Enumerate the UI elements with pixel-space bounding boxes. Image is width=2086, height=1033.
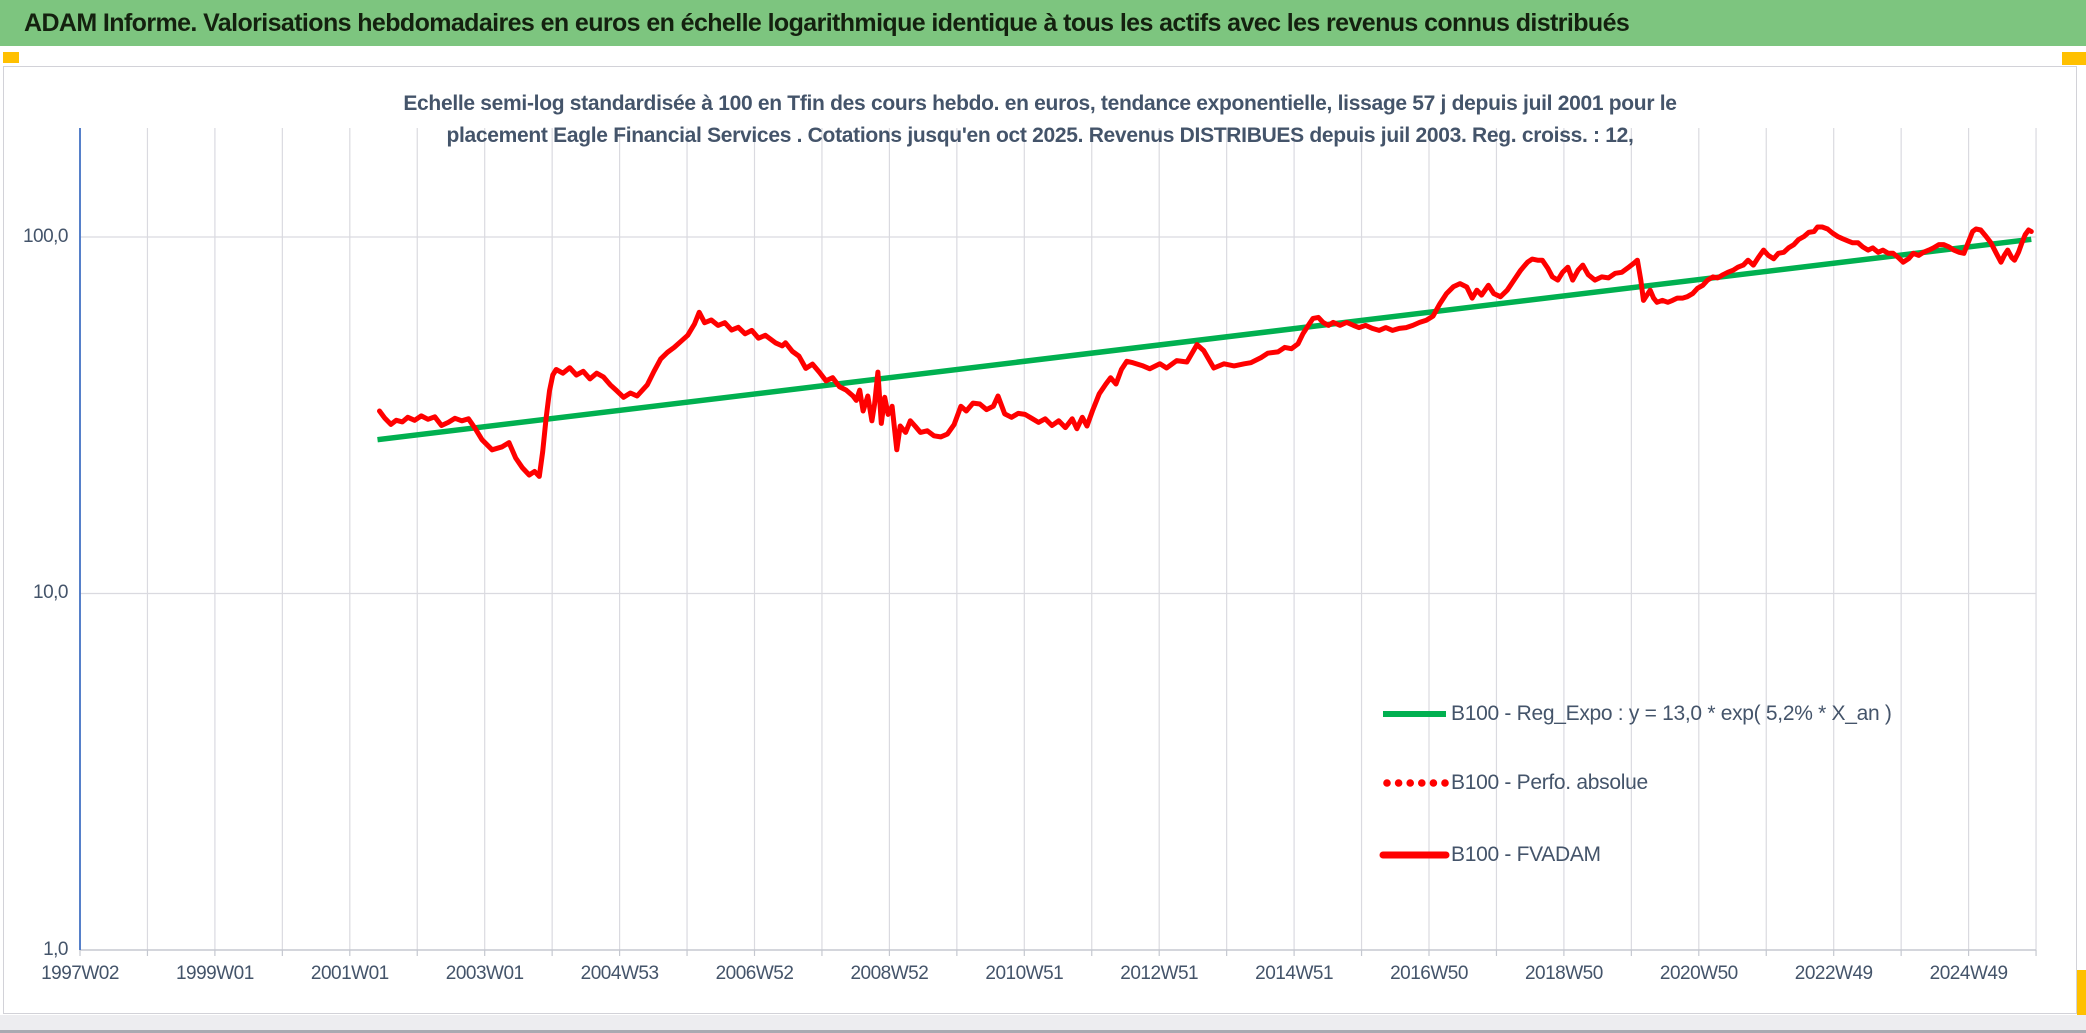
x-tick-label: 2001W01 <box>310 963 389 984</box>
legend-label-perfo-absolue: B100 - Perfo. absolue <box>1451 771 1648 794</box>
x-tick-label: 2016W50 <box>1390 963 1468 984</box>
legend-label-fvadam: B100 - FVADAM <box>1451 843 1601 866</box>
x-tick-label: 2004W53 <box>580 963 659 984</box>
report-header-banner: ADAM Informe. Valorisations hebdomadaire… <box>0 0 2086 46</box>
accent-bar-bottom-right-vertical <box>2077 970 2086 1032</box>
x-tick-label: 1999W01 <box>175 963 254 984</box>
legend-red-dot-icon <box>1394 779 1403 787</box>
accent-square-top-left <box>3 52 19 63</box>
legend-label-reg-expo: B100 - Reg_Expo : y = 13,0 * exp( 5,2% *… <box>1451 702 1892 725</box>
accent-square-top-right <box>2062 52 2086 65</box>
x-tick-label: 2003W01 <box>445 963 524 984</box>
report-title: ADAM Informe. Valorisations hebdomadaire… <box>24 8 1630 37</box>
x-tick-label: 2022W49 <box>1794 963 1873 984</box>
legend-red-dot-icon <box>1406 779 1414 787</box>
y-tick-label-100: 100,0 <box>22 226 69 247</box>
x-tick-label: 2020W50 <box>1659 963 1738 984</box>
y-tick-label-1: 1,0 <box>43 939 68 960</box>
chart-title-line1: Echelle semi-log standardisée à 100 en T… <box>403 92 1677 115</box>
x-tick-label: 2014W51 <box>1255 963 1334 984</box>
x-tick-label: 2010W51 <box>985 963 1064 984</box>
legend-red-dot-icon <box>1383 779 1391 787</box>
x-tick-label: 1997W02 <box>41 963 119 984</box>
bottom-strip <box>0 1015 2086 1033</box>
chart-title-line2: placement Eagle Financial Services . Cot… <box>446 124 1634 147</box>
x-tick-label: 2006W52 <box>715 963 794 984</box>
chart-area <box>3 66 2077 1014</box>
legend-red-dot-icon <box>1429 779 1438 787</box>
x-tick-label: 2012W51 <box>1120 963 1199 984</box>
legend-red-dot-icon <box>1441 779 1449 787</box>
y-tick-label-10: 10,0 <box>33 582 68 603</box>
x-tick-label: 2024W49 <box>1929 963 2008 984</box>
legend-red-dot-icon <box>1418 779 1426 787</box>
x-tick-label: 2018W50 <box>1524 963 1603 984</box>
series-fvadam-line <box>377 224 2034 479</box>
series-reg-expo-line <box>377 236 2032 443</box>
x-tick-label: 2008W52 <box>850 963 929 984</box>
chart-title: Echelle semi-log standardisée à 100 en T… <box>250 88 1830 152</box>
